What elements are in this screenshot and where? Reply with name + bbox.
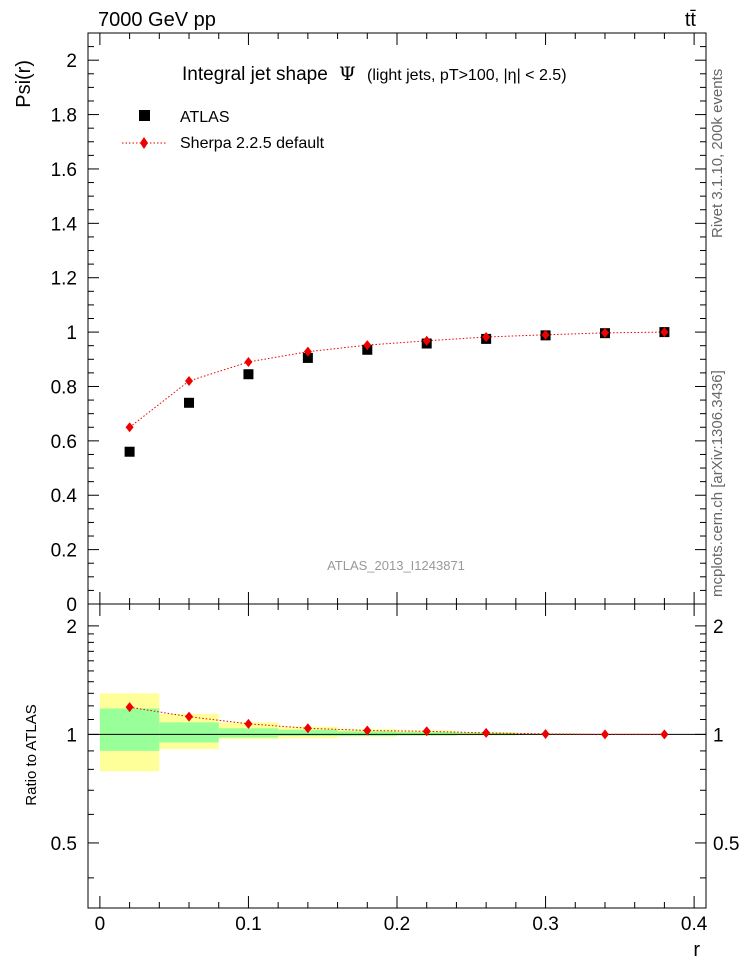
sherpa-markers xyxy=(125,327,669,433)
ratio-point xyxy=(363,725,372,736)
atlas-point xyxy=(184,397,195,408)
legend-label-atlas: ATLAS xyxy=(180,109,230,126)
sherpa-point xyxy=(482,331,491,342)
atlas-markers xyxy=(124,327,670,457)
x-tick-label: 0 xyxy=(95,914,106,935)
ratio-point xyxy=(660,729,669,740)
mcplots-label: mcplots.cern.ch [arXiv:1306.3436] xyxy=(709,370,726,597)
inner-uncertainty-band xyxy=(159,722,219,743)
y-tick-label: 0.2 xyxy=(51,541,77,562)
atlas-point xyxy=(302,352,313,363)
ratio-y-tick-label-right: 1 xyxy=(713,725,724,746)
ratio-point xyxy=(600,729,609,740)
inner-uncertainty-band xyxy=(99,708,160,751)
ratio-point xyxy=(422,726,431,737)
legend: ATLAS Sherpa 2.2.5 default xyxy=(122,109,325,152)
ratio-point xyxy=(125,702,134,713)
sherpa-curve xyxy=(129,331,665,428)
ratio-point xyxy=(303,723,312,734)
x-tick-label: 0.1 xyxy=(235,914,261,935)
inner-uncertainty-band xyxy=(218,728,279,738)
ratio-point xyxy=(541,728,550,739)
y-tick-label: 0.8 xyxy=(51,377,77,398)
ratio-markers xyxy=(125,702,669,740)
sherpa-point xyxy=(600,327,609,338)
sherpa-line xyxy=(129,331,665,428)
ratio-y-tick-label: 1 xyxy=(66,725,77,746)
chart-title: Integral jet shape Ψ (light jets, pT>100… xyxy=(182,63,567,85)
y-tick-label: 1.2 xyxy=(51,269,77,290)
analysis-watermark: ATLAS_2013_I1243871 xyxy=(327,558,465,573)
ratio-panel: 0.5 0.5 1 1 2 2 0 0.1 0.2 0.3 0.4 Ratio to ATLAS r xyxy=(23,603,739,961)
sherpa-point xyxy=(422,335,431,346)
rivet-version-label: Rivet 3.1.10, 200k events xyxy=(709,69,726,238)
y-tick-label: 0.4 xyxy=(51,486,78,507)
sherpa-point xyxy=(541,329,550,340)
ratio-y-axis-label: Ratio to ATLAS xyxy=(23,704,40,805)
ratio-y-tick-label: 2 xyxy=(66,617,77,638)
sherpa-point xyxy=(244,357,253,368)
process-label: tt̄ xyxy=(685,9,697,31)
y-tick-label: 1.8 xyxy=(51,106,77,127)
main-panel: 0 0.2 0.4 0.6 0.8 1 1.2 1.4 1.6 1.8 2 Psi(r) Integ… xyxy=(13,32,707,616)
legend-marker-sherpa xyxy=(140,137,148,149)
sherpa-point xyxy=(363,340,372,351)
ratio-panel-frame xyxy=(87,603,707,909)
ratio-panel-axes: 0.5 0.5 1 1 2 2 0 0.1 0.2 0.3 0.4 xyxy=(51,603,739,935)
energy-label: 7000 GeV pp xyxy=(98,9,216,31)
y-tick-label: 0 xyxy=(66,595,77,616)
x-tick-label: 0.3 xyxy=(532,914,558,935)
ratio-y-tick-label-right: 0.5 xyxy=(713,834,739,855)
sherpa-point xyxy=(125,422,134,433)
x-tick-label: 0.2 xyxy=(384,914,410,935)
chart-title-symbol: Ψ xyxy=(339,63,356,85)
atlas-point xyxy=(124,446,135,457)
x-axis-label: r xyxy=(693,939,700,961)
y-tick-label: 1.4 xyxy=(51,214,78,235)
legend-label-sherpa: Sherpa 2.2.5 default xyxy=(180,135,325,152)
ratio-y-tick-label-right: 2 xyxy=(713,617,724,638)
sherpa-point xyxy=(185,376,194,387)
ratio-point xyxy=(185,711,194,722)
chart-title-main: Integral jet shape xyxy=(182,64,328,85)
ratio-point xyxy=(482,727,491,738)
y-tick-label: 0.6 xyxy=(51,432,77,453)
atlas-point xyxy=(243,369,254,380)
sherpa-point xyxy=(660,327,669,338)
chart-title-cuts: (light jets, pT>100, |η| < 2.5) xyxy=(367,67,567,84)
y-tick-label: 1.6 xyxy=(51,160,77,181)
y-tick-label: 2 xyxy=(66,51,77,72)
y-tick-label: 1 xyxy=(66,323,77,344)
sherpa-point xyxy=(303,346,312,357)
x-tick-label: 0.4 xyxy=(681,914,708,935)
ratio-y-tick-label: 0.5 xyxy=(51,834,77,855)
ratio-point xyxy=(244,718,253,729)
y-axis-label: Psi(r) xyxy=(13,60,35,108)
legend-marker-atlas xyxy=(139,110,150,121)
main-panel-axes: 0 0.2 0.4 0.6 0.8 1 1.2 1.4 1.6 1.8 2 xyxy=(51,32,707,616)
